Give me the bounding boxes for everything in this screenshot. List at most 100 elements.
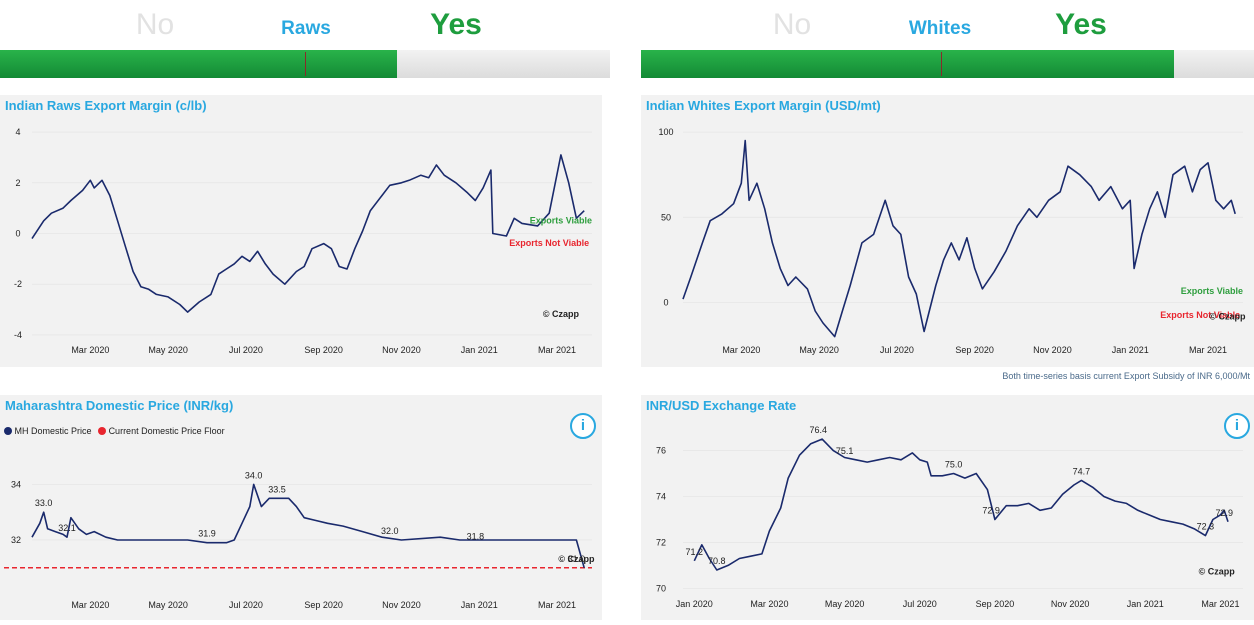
y-tick-label: 100 [658,127,673,137]
exchange-rate-info-icon[interactable]: i [1224,413,1250,439]
data-label: 70.8 [708,556,726,566]
y-tick-label: 74 [656,492,666,502]
y-tick-label: 70 [656,583,666,593]
data-label: 74.7 [1073,466,1091,476]
y-tick-label: -2 [14,279,22,289]
y-tick-label: 50 [661,212,671,222]
domestic-price-chart: 34 32 Mar 2020 May 2020 Jul 2020 Sep 2020 Nov … [4,470,595,610]
x-tick-label: Sep 2020 [976,599,1015,609]
y-tick-label: 34 [11,479,21,489]
legend-dot-floor-icon [98,427,107,435]
x-tick-label: Jul 2020 [229,600,263,610]
data-label: 71.2 [686,547,704,557]
domestic-price-title: Maharashtra Domestic Price (INR/kg) [5,398,234,413]
chart-annotation: © Czapp [558,554,595,564]
subsidy-footnote: Both time-series basis current Export Su… [1002,371,1250,381]
exchange-rate-chart: 76 74 72 70 Jan 2020 Mar 2020 May 2020 Jul 2020… [656,425,1243,609]
x-tick-label: May 2020 [825,599,865,609]
data-label: 72.3 [1197,522,1215,532]
x-tick-label: Mar 2020 [71,600,109,610]
exchange-rate-title: INR/USD Exchange Rate [646,398,797,413]
x-tick-label: Mar 2021 [1189,345,1227,355]
data-label: 31.8 [467,532,485,542]
whites-viability-marker [941,52,943,76]
raws-gauge-title: Raws [281,18,331,39]
y-tick-label: 32 [11,535,21,545]
legend-label-floor: Current Domestic Price Floor [108,426,225,436]
exchange-rate-panel: INR/USD Exchange Rate i 76 74 72 70 Jan 2020… [641,395,1254,620]
y-tick-label: -4 [14,330,22,340]
x-tick-label: Sep 2020 [304,345,343,355]
data-label: 33.5 [268,484,286,494]
x-tick-label: Nov 2020 [382,345,421,355]
x-tick-label: Sep 2020 [304,600,343,610]
x-tick-label: Jul 2020 [880,345,914,355]
data-label: 76.4 [810,425,828,435]
chart-annotation: Exports Viable [1181,286,1243,296]
raws-viability-marker [305,52,306,76]
x-tick-label: Nov 2020 [1033,345,1072,355]
x-tick-label: May 2020 [148,345,188,355]
raws-viability-fill [0,50,397,78]
series-line [693,438,1229,571]
raws-margin-panel: Indian Raws Export Margin (c/lb) 4 2 0 -2 -4… [0,95,602,367]
whites-margin-title: Indian Whites Export Margin (USD/mt) [646,98,881,113]
whites-margin-panel: Indian Whites Export Margin (USD/mt) 100… [641,95,1254,367]
y-tick-label: 0 [663,298,668,308]
chart-annotation: Exports Not Viable [1160,310,1240,320]
whites-viability-fill [641,50,1175,78]
x-tick-label: Jan 2021 [461,345,498,355]
x-tick-label: May 2020 [148,600,188,610]
domestic-price-info-icon[interactable]: i [570,413,596,439]
x-tick-label: Sep 2020 [955,345,994,355]
raws-gauge-no-label: No [135,8,175,41]
y-tick-label: 72 [656,537,666,547]
legend-label-mh: MH Domestic Price [14,426,92,436]
domestic-price-legend: MH Domestic Price Current Domestic Price… [4,426,225,436]
raws-viability-bar [0,50,610,78]
raws-gauge-yes-label: Yes [430,8,482,41]
x-tick-label: Jan 2021 [1112,345,1149,355]
whites-gauge-no-label: No [772,8,812,41]
data-label: 31.9 [198,529,216,539]
series-line [682,139,1236,338]
whites-viability-bar [641,50,1254,78]
x-tick-label: Mar 2020 [722,345,760,355]
x-tick-label: Jan 2020 [676,599,713,609]
whites-gauge-yes-label: Yes [1055,8,1107,41]
y-tick-label: 76 [656,446,666,456]
y-tick-label: 4 [15,127,20,137]
x-tick-label: Mar 2021 [538,345,576,355]
x-tick-label: Mar 2020 [71,345,109,355]
data-label: 75.0 [945,460,963,470]
y-tick-label: 2 [15,178,20,188]
legend-dot-mh-icon [4,427,12,435]
x-tick-label: Jul 2020 [229,345,263,355]
chart-annotation: © Czapp [543,309,580,319]
chart-annotation: © Czapp [1209,312,1246,322]
x-tick-label: Jul 2020 [903,599,937,609]
data-label: 75.1 [836,446,854,456]
y-tick-label: 0 [15,229,20,239]
x-tick-label: Mar 2021 [538,600,576,610]
series-line [31,154,585,313]
domestic-price-panel: Maharashtra Domestic Price (INR/kg) MH D… [0,395,602,620]
x-tick-label: Jan 2021 [1127,599,1164,609]
x-tick-label: Nov 2020 [382,600,421,610]
data-label: 32.0 [381,526,399,536]
x-tick-label: Nov 2020 [1051,599,1090,609]
chart-annotation: Exports Viable [530,215,592,225]
x-tick-label: Jan 2021 [461,600,498,610]
raws-margin-title: Indian Raws Export Margin (c/lb) [5,98,207,113]
whites-gauge-title: Whites [908,18,972,39]
x-tick-label: Mar 2020 [750,599,788,609]
raws-margin-chart: 4 2 0 -2 -4 Mar 2020 May 2020 Jul 2020 Sep 2020 N… [14,127,592,355]
x-tick-label: Mar 2021 [1201,599,1239,609]
chart-annotation: © Czapp [1199,567,1236,577]
data-label: 34.0 [245,470,263,480]
x-tick-label: May 2020 [799,345,839,355]
series-line [31,483,585,569]
data-label: 33.0 [35,498,53,508]
data-label: 32.1 [58,523,76,533]
data-label: 31.0 [568,554,586,564]
